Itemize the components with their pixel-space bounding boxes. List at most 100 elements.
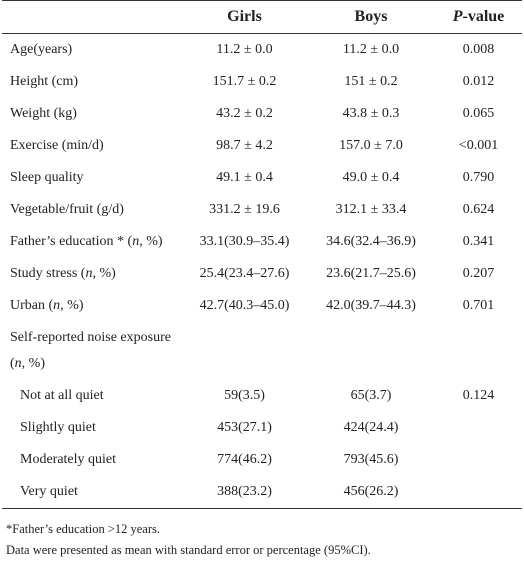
value-cell bbox=[307, 322, 435, 380]
value-cell: 43.8 ± 0.3 bbox=[342, 106, 400, 121]
table-row: Vegetable/fruit (g/d) 331.2 ± 19.6 312.1 ±… bbox=[2, 194, 522, 226]
value-cell bbox=[435, 322, 522, 380]
value-cell: 312.1 ± 33.4 bbox=[335, 202, 407, 217]
row-label: Study stress (n, %) bbox=[2, 258, 182, 290]
text-segment: Weight (kg) bbox=[10, 106, 77, 121]
table-row: Age(years) 11.2 ± 0.0 11.2 ± 0.0 0.008 bbox=[2, 34, 522, 67]
text-segment: , %) bbox=[139, 234, 163, 249]
value-cell: 98.7 ± 4.2 bbox=[216, 138, 273, 153]
row-label: Slightly quiet bbox=[2, 412, 182, 444]
table-row: Very quiet 388(23.2) 456(26.2) bbox=[2, 476, 522, 509]
text-segment: n bbox=[85, 266, 93, 281]
value-cell bbox=[435, 412, 522, 444]
text-segment: , %) bbox=[21, 356, 45, 371]
value-cell: 65(3.7) bbox=[350, 388, 392, 403]
text-segment: Study stress ( bbox=[10, 266, 86, 281]
text-segment: Self-reported noise exposure ( bbox=[10, 330, 171, 371]
value-cell: 793(45.6) bbox=[343, 452, 399, 467]
table-row: Not at all quiet 59(3.5) 65(3.7) 0.124 bbox=[2, 380, 522, 412]
value-cell: 11.2 ± 0.0 bbox=[216, 42, 273, 57]
table-row: Weight (kg) 43.2 ± 0.2 43.8 ± 0.3 0.065 bbox=[2, 98, 522, 130]
text-segment: Height (cm) bbox=[10, 74, 79, 89]
value-cell: 43.2 ± 0.2 bbox=[216, 106, 273, 121]
value-cell bbox=[435, 476, 522, 509]
value-cell bbox=[182, 322, 307, 380]
row-label: Age(years) bbox=[2, 34, 182, 67]
text-segment: , %) bbox=[60, 298, 84, 313]
value-cell: 0.008 bbox=[462, 42, 495, 57]
row-label: Father’s education * (n, %) bbox=[2, 226, 182, 258]
value-cell: 0.701 bbox=[462, 298, 495, 313]
header-cell: P-value bbox=[435, 0, 522, 34]
value-cell: 424(24.4) bbox=[343, 420, 399, 435]
value-cell: 23.6(21.7–25.6) bbox=[326, 266, 416, 281]
table-row: Height (cm) 151.7 ± 0.2 151 ± 0.2 0.012 bbox=[2, 66, 522, 98]
value-cell: 0.207 bbox=[462, 266, 495, 281]
row-label: Not at all quiet bbox=[2, 380, 182, 412]
text-segment: Sleep quality bbox=[10, 170, 84, 185]
text-segment: Vegetable/fruit (g/d) bbox=[10, 202, 124, 217]
value-cell: 49.1 ± 0.4 bbox=[216, 170, 273, 185]
value-cell: 388(23.2) bbox=[217, 484, 272, 499]
footnotes: *Father’s education >12 years. Data were … bbox=[6, 519, 524, 561]
text-segment: Not at all quiet bbox=[20, 388, 104, 403]
value-cell: 0.124 bbox=[462, 388, 495, 403]
text-segment: Exercise (min/d) bbox=[10, 138, 104, 153]
value-cell: 151.7 ± 0.2 bbox=[212, 74, 277, 89]
value-cell: 0.341 bbox=[462, 234, 495, 249]
row-label: Weight (kg) bbox=[2, 98, 182, 130]
value-cell: 0.790 bbox=[462, 170, 495, 185]
table-row: Urban (n, %) 42.7(40.3–45.0) 42.0(39.7–44.… bbox=[2, 290, 522, 322]
data-table: Girls Boys P-value Age(years) 11.2 ± 0.0 11.… bbox=[2, 0, 522, 509]
table-row: Father’s education * (n, %) 33.1(30.9–35.… bbox=[2, 226, 522, 258]
text-segment: Boys bbox=[354, 8, 388, 25]
row-label: Very quiet bbox=[2, 476, 182, 509]
value-cell: 0.012 bbox=[462, 74, 495, 89]
text-segment: Very quiet bbox=[20, 484, 78, 499]
row-label: Moderately quiet bbox=[2, 444, 182, 476]
text-segment: , %) bbox=[92, 266, 116, 281]
value-cell: 151 ± 0.2 bbox=[344, 74, 398, 89]
value-cell: 59(3.5) bbox=[224, 388, 265, 403]
table-row: Self-reported noise exposure (n, %) bbox=[2, 322, 522, 380]
text-segment: Moderately quiet bbox=[20, 452, 117, 467]
header-cell: Boys bbox=[307, 0, 435, 34]
value-cell: 49.0 ± 0.4 bbox=[342, 170, 400, 185]
header-cell: Girls bbox=[182, 0, 307, 34]
text-segment: Girls bbox=[227, 8, 262, 25]
footnote: Data were presented as mean with standar… bbox=[6, 543, 371, 557]
value-cell: 456(26.2) bbox=[343, 484, 399, 499]
row-label: Exercise (min/d) bbox=[2, 130, 182, 162]
text-segment: P bbox=[452, 8, 463, 25]
table-row: Study stress (n, %) 25.4(23.4–27.6) 23.6(2… bbox=[2, 258, 522, 290]
value-cell: 25.4(23.4–27.6) bbox=[199, 266, 290, 281]
text-segment: Father’s education * ( bbox=[10, 234, 133, 249]
text-segment: n bbox=[14, 356, 22, 371]
value-cell: 42.7(40.3–45.0) bbox=[199, 298, 290, 313]
table-row: Moderately quiet 774(46.2) 793(45.6) bbox=[2, 444, 522, 476]
value-cell: 42.0(39.7–44.3) bbox=[326, 298, 416, 313]
header-row: Girls Boys P-value bbox=[2, 0, 522, 34]
value-cell: <0.001 bbox=[458, 138, 499, 153]
row-label: Urban (n, %) bbox=[2, 290, 182, 322]
value-cell: 331.2 ± 19.6 bbox=[209, 202, 280, 217]
value-cell: 33.1(30.9–35.4) bbox=[199, 234, 290, 249]
text-segment: n bbox=[53, 298, 61, 313]
value-cell: 774(46.2) bbox=[217, 452, 272, 467]
row-label: Height (cm) bbox=[2, 66, 182, 98]
value-cell: 157.0 ± 7.0 bbox=[339, 138, 403, 153]
row-label: Self-reported noise exposure (n, %) bbox=[2, 322, 182, 380]
row-label: Vegetable/fruit (g/d) bbox=[2, 194, 182, 226]
value-cell: 0.065 bbox=[462, 106, 495, 121]
text-segment: Slightly quiet bbox=[20, 420, 96, 435]
table-row: Exercise (min/d) 98.7 ± 4.2 157.0 ± 7.0 <0.… bbox=[2, 130, 522, 162]
text-segment: -value bbox=[462, 8, 505, 25]
text-segment: n bbox=[132, 234, 140, 249]
table-row: Slightly quiet 453(27.1) 424(24.4) bbox=[2, 412, 522, 444]
row-label: Sleep quality bbox=[2, 162, 182, 194]
header-cell bbox=[2, 0, 182, 34]
table-row: Sleep quality 49.1 ± 0.4 49.0 ± 0.4 0.790 bbox=[2, 162, 522, 194]
value-cell: 453(27.1) bbox=[217, 420, 272, 435]
value-cell bbox=[435, 444, 522, 476]
